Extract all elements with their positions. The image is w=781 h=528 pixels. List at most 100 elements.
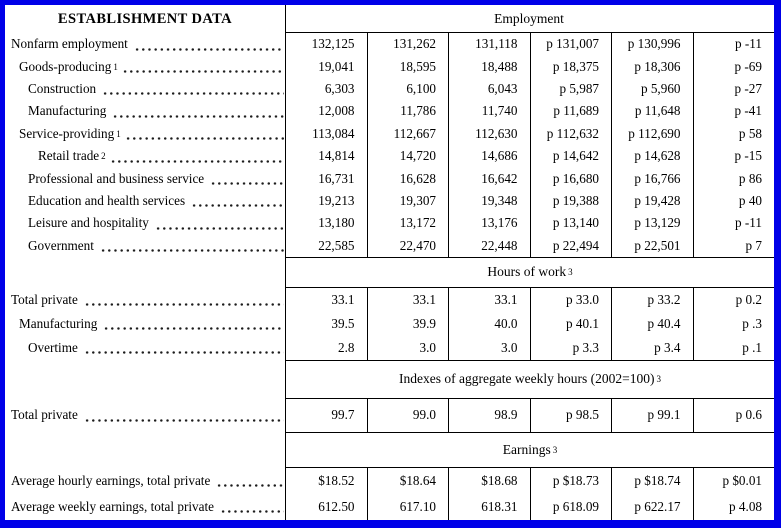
data-cell: 14,686 — [448, 144, 530, 168]
data-cell: 33.1 — [285, 287, 367, 312]
table-row-label: Average hourly earnings, total private — [5, 467, 285, 494]
data-cell: p 5,960 — [611, 77, 693, 101]
table-row-label: Manufacturing — [5, 311, 285, 336]
row-label-text: Service-providing — [19, 125, 115, 141]
stub-spacer — [5, 360, 285, 399]
dot-leader — [154, 212, 284, 235]
data-cell: 13,176 — [448, 212, 530, 235]
data-cell: 18,488 — [448, 55, 530, 78]
data-cell: p 14,642 — [529, 144, 612, 168]
data-cell: 13,172 — [366, 212, 449, 235]
dot-leader — [99, 234, 284, 257]
data-cell: 99.0 — [366, 398, 449, 432]
dot-leader — [102, 77, 284, 101]
row-label-text: Goods-producing — [19, 58, 112, 74]
table-row-label: Overtime — [5, 335, 285, 360]
section-header-indexes: Indexes of aggregate weekly hours (2002=… — [285, 359, 774, 399]
table-row-label: Construction — [5, 77, 285, 101]
table-row-label: Average weekly earnings, total private — [5, 493, 285, 520]
data-cell: 12,008 — [285, 100, 367, 123]
data-cell: 617.10 — [366, 493, 449, 520]
data-cell: p 33.2 — [611, 287, 693, 312]
data-cell: p 19,428 — [611, 189, 693, 213]
data-cell: 19,307 — [366, 189, 449, 213]
data-cell: 14,720 — [366, 144, 449, 168]
row-label-text: Leisure and hospitality — [28, 215, 149, 231]
dot-leader — [191, 189, 284, 213]
table-row-label: Nonfarm employment — [5, 33, 285, 56]
data-cell: p 5,987 — [529, 77, 612, 101]
establishment-data-table: ESTABLISHMENT DATA Employment Nonfarm em… — [5, 5, 774, 520]
data-cell: p .3 — [692, 311, 775, 336]
data-cell: p 11,689 — [529, 100, 612, 123]
data-cell: p 40 — [692, 189, 775, 213]
table-row-label: Total private — [5, 398, 285, 432]
data-cell: p $0.01 — [692, 467, 775, 494]
row-label-text: Total private — [11, 291, 78, 307]
dot-leader — [83, 398, 284, 432]
data-cell: p -41 — [692, 100, 775, 123]
data-cell: 3.0 — [366, 335, 449, 360]
data-cell: 6,100 — [366, 77, 449, 101]
data-cell: p 130,996 — [611, 33, 693, 56]
data-cell: p 131,007 — [529, 33, 612, 56]
data-cell: p -27 — [692, 77, 775, 101]
data-cell: p .1 — [692, 335, 775, 360]
data-cell: 18,595 — [366, 55, 449, 78]
table-row-label: Manufacturing — [5, 100, 285, 123]
data-cell: p 58 — [692, 122, 775, 145]
section-header-earnings: Earnings 3 — [285, 431, 774, 468]
data-cell: 16,628 — [366, 167, 449, 190]
data-cell: p 14,628 — [611, 144, 693, 168]
data-cell: 22,448 — [448, 234, 530, 257]
data-cell: 19,213 — [285, 189, 367, 213]
data-cell: 3.0 — [448, 335, 530, 360]
data-cell: p 86 — [692, 167, 775, 190]
data-cell: p 3.3 — [529, 335, 612, 360]
table-row-label: Leisure and hospitality — [5, 212, 285, 235]
dot-leader — [124, 122, 284, 145]
table-row-label: Goods-producing 1 — [5, 55, 285, 78]
data-cell: p -11 — [692, 33, 775, 56]
data-cell: 19,348 — [448, 189, 530, 213]
data-cell: 131,118 — [448, 33, 530, 56]
data-cell: 22,470 — [366, 234, 449, 257]
data-cell: 113,084 — [285, 122, 367, 145]
data-cell: p 13,140 — [529, 212, 612, 235]
data-cell: 22,585 — [285, 234, 367, 257]
data-cell: p 112,632 — [529, 122, 612, 145]
data-cell: 98.9 — [448, 398, 530, 432]
stub-spacer — [5, 257, 285, 288]
dot-leader — [121, 55, 284, 78]
data-cell: p 40.4 — [611, 311, 693, 336]
data-cell: p 98.5 — [529, 398, 612, 432]
data-cell: 39.5 — [285, 311, 367, 336]
data-cell: p $18.73 — [529, 467, 612, 494]
data-cell: p 7 — [692, 234, 775, 257]
data-cell: 39.9 — [366, 311, 449, 336]
dot-leader — [112, 100, 284, 123]
section-header-label: Hours of work — [487, 264, 567, 280]
data-cell: 33.1 — [448, 287, 530, 312]
row-label-text: Education and health services — [28, 192, 186, 208]
data-cell: 6,043 — [448, 77, 530, 101]
data-cell: 618.31 — [448, 493, 530, 520]
data-cell: p 0.6 — [692, 398, 775, 432]
section-header-employment: Employment — [285, 5, 774, 33]
data-cell: 13,180 — [285, 212, 367, 235]
data-cell: 112,667 — [366, 122, 449, 145]
data-cell: 612.50 — [285, 493, 367, 520]
dot-leader — [210, 167, 284, 190]
dot-leader — [103, 311, 284, 336]
dot-leader — [83, 335, 284, 360]
data-cell: p 18,375 — [529, 55, 612, 78]
dot-leader — [83, 287, 284, 312]
data-cell: p $18.74 — [611, 467, 693, 494]
section-header-label: Earnings — [502, 441, 551, 457]
data-cell: p 99.1 — [611, 398, 693, 432]
row-label-text: Nonfarm employment — [11, 36, 128, 52]
data-cell: 33.1 — [366, 287, 449, 312]
data-cell: 2.8 — [285, 335, 367, 360]
data-cell: p 19,388 — [529, 189, 612, 213]
